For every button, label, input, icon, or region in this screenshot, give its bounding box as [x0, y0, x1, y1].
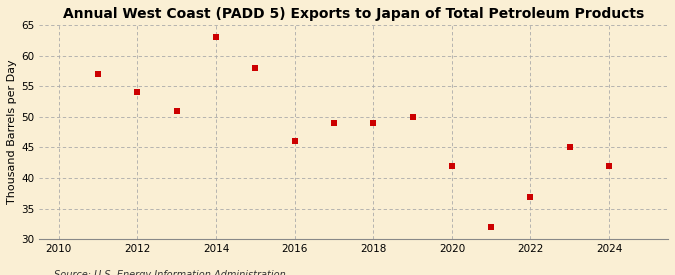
Point: [407, 115, 418, 119]
Point: [132, 90, 143, 95]
Point: [171, 109, 182, 113]
Point: [368, 121, 379, 125]
Point: [446, 164, 457, 168]
Title: Annual West Coast (PADD 5) Exports to Japan of Total Petroleum Products: Annual West Coast (PADD 5) Exports to Ja…: [63, 7, 644, 21]
Point: [603, 164, 614, 168]
Point: [525, 194, 536, 199]
Point: [329, 121, 340, 125]
Point: [250, 66, 261, 70]
Point: [486, 225, 497, 229]
Point: [211, 35, 221, 39]
Point: [564, 145, 575, 150]
Text: Source: U.S. Energy Information Administration: Source: U.S. Energy Information Administ…: [54, 271, 286, 275]
Point: [92, 72, 103, 76]
Y-axis label: Thousand Barrels per Day: Thousand Barrels per Day: [7, 60, 17, 205]
Point: [290, 139, 300, 144]
